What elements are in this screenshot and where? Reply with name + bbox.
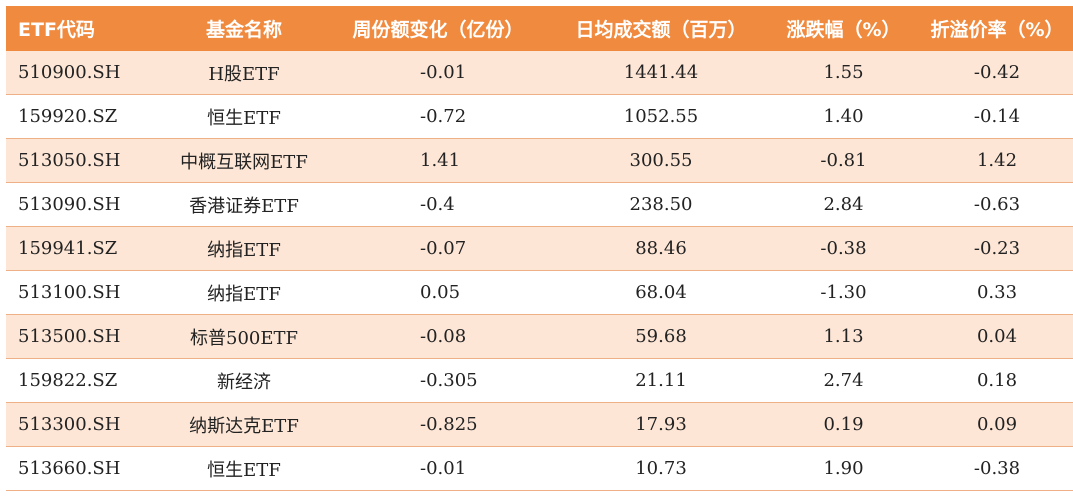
- etf-code-cell: 513100.SH: [6, 270, 168, 315]
- pct-change-cell: 1.13: [766, 314, 921, 359]
- etf-code-cell: 159941.SZ: [6, 226, 168, 271]
- etf-code-cell: 513090.SH: [6, 182, 168, 227]
- premium-discount-cell: 1.42: [921, 138, 1073, 183]
- fund-name-cell: 纳指ETF: [168, 270, 320, 315]
- weekly-share-change-cell: -0.825: [320, 402, 556, 447]
- premium-discount-cell: -0.63: [921, 182, 1073, 227]
- pct-change-cell: 2.84: [766, 182, 921, 227]
- premium-discount-cell: -0.38: [921, 446, 1073, 491]
- etf-code-cell: 513500.SH: [6, 314, 168, 359]
- fund-name-cell: 恒生ETF: [168, 446, 320, 491]
- table-row: 513090.SH 香港证券ETF -0.4 238.50 2.84 -0.63: [6, 182, 1073, 227]
- weekly-share-change-cell: 0.05: [320, 270, 556, 315]
- header-weekly-share-change: 周份额变化（亿份）: [320, 6, 556, 51]
- pct-change-cell: 1.90: [766, 446, 921, 491]
- pct-change-cell: 2.74: [766, 358, 921, 403]
- daily-avg-turnover-cell: 1052.55: [556, 94, 766, 139]
- header-row: ETF代码 基金名称 周份额变化（亿份） 日均成交额（百万） 涨跌幅（%） 折溢…: [6, 6, 1073, 51]
- weekly-share-change-cell: -0.07: [320, 226, 556, 271]
- pct-change-cell: 1.40: [766, 94, 921, 139]
- fund-name-cell: 纳斯达克ETF: [168, 402, 320, 447]
- header-pct-change: 涨跌幅（%）: [766, 6, 921, 51]
- pct-change-cell: 1.55: [766, 51, 921, 95]
- table-body: 510900.SH H股ETF -0.01 1441.44 1.55 -0.42 15992…: [6, 51, 1073, 491]
- daily-avg-turnover-cell: 17.93: [556, 402, 766, 447]
- table-row: 513300.SH 纳斯达克ETF -0.825 17.93 0.19 0.09: [6, 402, 1073, 447]
- table-header: ETF代码 基金名称 周份额变化（亿份） 日均成交额（百万） 涨跌幅（%） 折溢…: [6, 6, 1073, 51]
- header-fund-name: 基金名称: [168, 6, 320, 51]
- weekly-share-change-cell: -0.305: [320, 358, 556, 403]
- etf-code-cell: 159920.SZ: [6, 94, 168, 139]
- header-daily-avg-turnover: 日均成交额（百万）: [556, 6, 766, 51]
- etf-code-cell: 513050.SH: [6, 138, 168, 183]
- fund-name-cell: 恒生ETF: [168, 94, 320, 139]
- pct-change-cell: 0.19: [766, 402, 921, 447]
- header-premium-discount: 折溢价率（%）: [921, 6, 1073, 51]
- fund-name-cell: 纳指ETF: [168, 226, 320, 271]
- premium-discount-cell: 0.04: [921, 314, 1073, 359]
- premium-discount-cell: 0.18: [921, 358, 1073, 403]
- daily-avg-turnover-cell: 238.50: [556, 182, 766, 227]
- daily-avg-turnover-cell: 10.73: [556, 446, 766, 491]
- table-row: 159941.SZ 纳指ETF -0.07 88.46 -0.38 -0.23: [6, 226, 1073, 271]
- weekly-share-change-cell: -0.01: [320, 446, 556, 491]
- fund-name-cell: 香港证券ETF: [168, 182, 320, 227]
- pct-change-cell: -0.81: [766, 138, 921, 183]
- daily-avg-turnover-cell: 1441.44: [556, 51, 766, 95]
- daily-avg-turnover-cell: 300.55: [556, 138, 766, 183]
- pct-change-cell: -1.30: [766, 270, 921, 315]
- pct-change-cell: -0.38: [766, 226, 921, 271]
- premium-discount-cell: 0.33: [921, 270, 1073, 315]
- weekly-share-change-cell: -0.01: [320, 51, 556, 95]
- table-row: 159822.SZ 新经济 -0.305 21.11 2.74 0.18: [6, 358, 1073, 403]
- daily-avg-turnover-cell: 68.04: [556, 270, 766, 315]
- fund-name-cell: H股ETF: [168, 51, 320, 95]
- daily-avg-turnover-cell: 88.46: [556, 226, 766, 271]
- fund-name-cell: 中概互联网ETF: [168, 138, 320, 183]
- etf-code-cell: 510900.SH: [6, 51, 168, 95]
- table-row: 159920.SZ 恒生ETF -0.72 1052.55 1.40 -0.14: [6, 94, 1073, 139]
- etf-code-cell: 159822.SZ: [6, 358, 168, 403]
- table-row: 513100.SH 纳指ETF 0.05 68.04 -1.30 0.33: [6, 270, 1073, 315]
- weekly-share-change-cell: 1.41: [320, 138, 556, 183]
- table-row: 510900.SH H股ETF -0.01 1441.44 1.55 -0.42: [6, 51, 1073, 95]
- table-row: 513660.SH 恒生ETF -0.01 10.73 1.90 -0.38: [6, 446, 1073, 491]
- etf-table: ETF代码 基金名称 周份额变化（亿份） 日均成交额（百万） 涨跌幅（%） 折溢…: [6, 6, 1073, 491]
- premium-discount-cell: -0.42: [921, 51, 1073, 95]
- daily-avg-turnover-cell: 21.11: [556, 358, 766, 403]
- daily-avg-turnover-cell: 59.68: [556, 314, 766, 359]
- table-row: 513050.SH 中概互联网ETF 1.41 300.55 -0.81 1.42: [6, 138, 1073, 183]
- fund-name-cell: 标普500ETF: [168, 314, 320, 359]
- fund-name-cell: 新经济: [168, 358, 320, 403]
- premium-discount-cell: -0.23: [921, 226, 1073, 271]
- etf-code-cell: 513660.SH: [6, 446, 168, 491]
- table-row: 513500.SH 标普500ETF -0.08 59.68 1.13 0.04: [6, 314, 1073, 359]
- header-etf-code: ETF代码: [6, 6, 168, 51]
- weekly-share-change-cell: -0.72: [320, 94, 556, 139]
- etf-code-cell: 513300.SH: [6, 402, 168, 447]
- premium-discount-cell: -0.14: [921, 94, 1073, 139]
- weekly-share-change-cell: -0.08: [320, 314, 556, 359]
- premium-discount-cell: 0.09: [921, 402, 1073, 447]
- weekly-share-change-cell: -0.4: [320, 182, 556, 227]
